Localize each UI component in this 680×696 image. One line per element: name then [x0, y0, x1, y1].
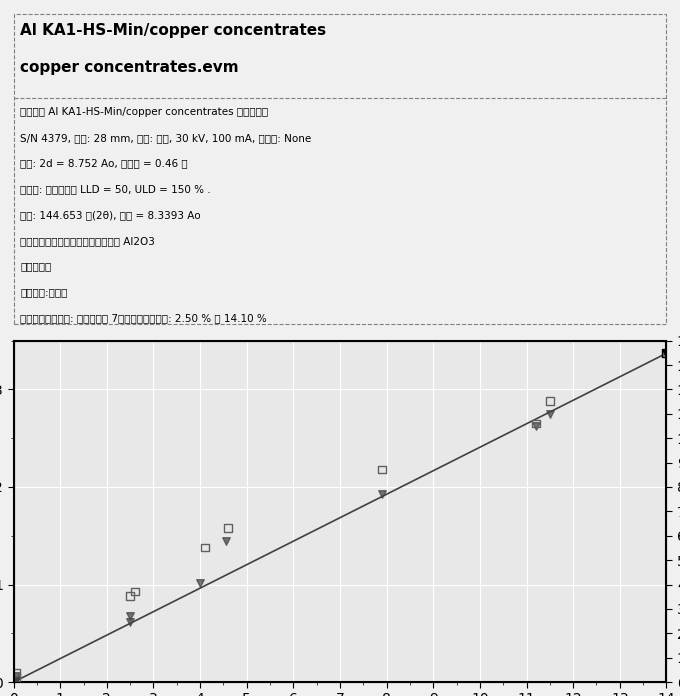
Point — [377, 464, 388, 475]
Point — [10, 676, 21, 687]
Point — [10, 671, 21, 682]
Point — [222, 523, 233, 534]
Point — [124, 616, 135, 627]
Text: 摘要谱线 Al KA1-HS-Min/copper concentrates 的校准数据: 摘要谱线 Al KA1-HS-Min/copper concentrates 的… — [20, 107, 268, 117]
Text: 校准数据是针对原始样品中的化合物 Al2O3: 校准数据是针对原始样品中的化合物 Al2O3 — [20, 236, 155, 246]
Point — [530, 421, 541, 432]
Point — [661, 348, 672, 359]
Point — [124, 610, 135, 622]
Text: 强度模式:净强度: 强度模式:净强度 — [20, 287, 67, 297]
Text: copper concentrates.evm: copper concentrates.evm — [20, 61, 239, 75]
Text: 探测器: 流气计数器 LLD = 50, ULD = 150 % .: 探测器: 流气计数器 LLD = 50, ULD = 150 % . — [20, 184, 211, 194]
Point — [124, 591, 135, 602]
Text: 相关系数的平方: 0.998139: 相关系数的平方: 0.998139 — [20, 365, 120, 374]
Point — [545, 409, 556, 420]
Point — [10, 667, 21, 678]
Text: 峰位: 144.653 度(2θ), 波长 = 8.3393 Ao: 峰位: 144.653 度(2θ), 波长 = 8.3393 Ao — [20, 210, 201, 220]
Text: Al KA1-HS-Min/copper concentrates: Al KA1-HS-Min/copper concentrates — [20, 23, 326, 38]
Text: 标准偏差: 0.205 %: 标准偏差: 0.205 % — [20, 339, 95, 349]
Point — [129, 586, 140, 597]
Point — [661, 348, 672, 359]
Point — [199, 542, 210, 553]
Point — [10, 672, 21, 683]
Point — [377, 488, 388, 499]
Text: 吸收校正无: 吸收校正无 — [20, 262, 52, 271]
Point — [545, 395, 556, 406]
Text: 校正强度的截距: -0.3688 KCps (通过回归计算) 或  1.7145 %: 校正强度的截距: -0.3688 KCps (通过回归计算) 或 1.7145 … — [20, 416, 254, 426]
Text: S/N 4379, 面罩: 28 mm, 模式: 真空, 30 kV, 100 mA, 滤光片: None: S/N 4379, 面罩: 28 mm, 模式: 真空, 30 kV, 100 … — [20, 133, 311, 143]
Text: 斜率: 4.649 %/KCps / 灵敏度: 0.2151 KCps/% (通过回归计算): 斜率: 4.649 %/KCps / 灵敏度: 0.2151 KCps/% (通… — [20, 390, 275, 400]
Point — [10, 674, 21, 685]
Point — [530, 418, 541, 429]
Text: 回归的最小化目标: 绝对偏差： 7个标准样品的含量: 2.50 % 到 14.10 %: 回归的最小化目标: 绝对偏差： 7个标准样品的含量: 2.50 % 到 14.1… — [20, 313, 267, 323]
Point — [661, 348, 672, 359]
Bar — [14, 340, 666, 682]
Text: 晶体: 2d = 8.752 Ao, 准直器 = 0.46 度: 晶体: 2d = 8.752 Ao, 准直器 = 0.46 度 — [20, 159, 188, 168]
Point — [10, 674, 21, 686]
Point — [220, 535, 231, 546]
Point — [194, 577, 205, 588]
